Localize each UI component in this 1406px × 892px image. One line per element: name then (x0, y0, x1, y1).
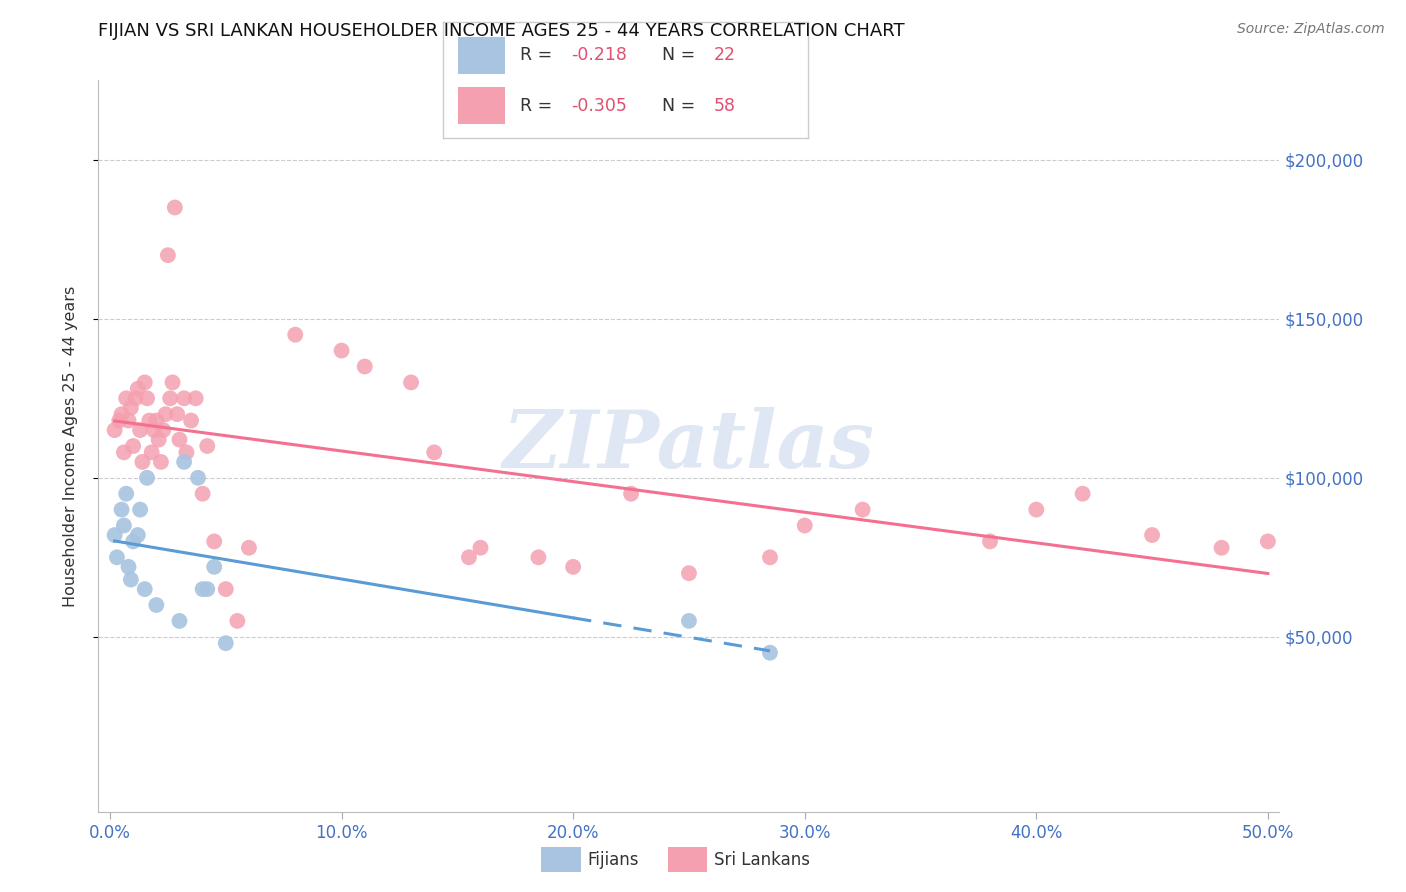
Point (353, 359, 375, 374)
Text: -0.305: -0.305 (571, 97, 627, 115)
Point (423, 445, 446, 459)
Point (162, 376, 184, 390)
Point (195, 439, 218, 453)
Point (120, 401, 142, 415)
Point (117, 413, 139, 427)
Point (129, 502, 152, 516)
Point (759, 646, 782, 660)
Point (1140, 528, 1163, 542)
Point (678, 614, 700, 628)
Point (979, 534, 1001, 549)
Point (163, 201, 186, 215)
Point (145, 598, 167, 612)
Point (678, 566, 700, 581)
Point (399, 376, 422, 390)
Point (562, 559, 585, 574)
Point (104, 528, 127, 542)
Point (117, 559, 139, 574)
Point (202, 534, 225, 549)
Text: R =: R = (520, 97, 557, 115)
Point (226, 614, 249, 628)
Point (238, 541, 260, 555)
Point (184, 392, 207, 406)
Point (1025, 502, 1047, 516)
Point (149, 455, 172, 469)
Point (104, 423, 127, 437)
Point (127, 382, 149, 396)
Point (112, 445, 135, 459)
Point (136, 392, 159, 406)
Point (136, 471, 159, 485)
Text: Sri Lankans: Sri Lankans (714, 851, 810, 869)
Point (169, 614, 191, 628)
Point (187, 471, 209, 485)
Point (215, 582, 238, 596)
Text: ZIPatlas: ZIPatlas (503, 408, 875, 484)
Y-axis label: Householder Income Ages 25 - 44 years: Householder Income Ages 25 - 44 years (63, 285, 77, 607)
Point (458, 550, 481, 565)
Point (159, 392, 181, 406)
Point (1211, 541, 1233, 555)
Point (173, 455, 195, 469)
Point (1071, 486, 1094, 500)
Point (470, 541, 492, 555)
Text: R =: R = (520, 45, 557, 63)
Point (202, 559, 225, 574)
Point (108, 413, 131, 427)
Point (1257, 534, 1279, 549)
Point (155, 407, 177, 421)
Text: 22: 22 (713, 45, 735, 63)
Point (852, 502, 875, 516)
Point (122, 534, 145, 549)
Text: FIJIAN VS SRI LANKAN HOUSEHOLDER INCOME AGES 25 - 44 YEARS CORRELATION CHART: FIJIAN VS SRI LANKAN HOUSEHOLDER INCOME … (98, 22, 905, 40)
Point (173, 392, 195, 406)
Text: 58: 58 (713, 97, 735, 115)
Point (134, 376, 156, 390)
Text: -0.218: -0.218 (571, 45, 627, 63)
Point (191, 486, 214, 500)
Point (110, 407, 132, 421)
Point (115, 392, 138, 406)
Point (148, 433, 170, 447)
Point (110, 502, 132, 516)
Point (166, 407, 188, 421)
Point (527, 550, 550, 565)
Point (180, 413, 202, 427)
Text: N =: N = (662, 45, 702, 63)
Point (129, 423, 152, 437)
Text: Fijians: Fijians (588, 851, 640, 869)
Point (131, 455, 153, 469)
Text: N =: N = (662, 97, 702, 115)
Point (122, 439, 145, 453)
Point (105, 550, 128, 565)
FancyBboxPatch shape (457, 87, 505, 124)
Point (284, 327, 307, 342)
FancyBboxPatch shape (457, 37, 505, 75)
Point (112, 518, 135, 533)
Point (124, 392, 146, 406)
Text: Source: ZipAtlas.com: Source: ZipAtlas.com (1237, 22, 1385, 37)
Point (115, 486, 138, 500)
Point (134, 582, 156, 596)
Point (191, 582, 214, 596)
Point (120, 573, 142, 587)
Point (169, 433, 191, 447)
Point (215, 636, 238, 650)
Point (620, 486, 643, 500)
Point (156, 248, 179, 262)
Point (145, 413, 167, 427)
Point (759, 550, 782, 565)
Point (127, 528, 149, 542)
Point (793, 518, 815, 533)
Point (152, 423, 174, 437)
Point (143, 423, 166, 437)
Point (138, 413, 160, 427)
Point (176, 445, 198, 459)
Point (330, 343, 353, 358)
Point (141, 445, 163, 459)
Point (195, 582, 218, 596)
